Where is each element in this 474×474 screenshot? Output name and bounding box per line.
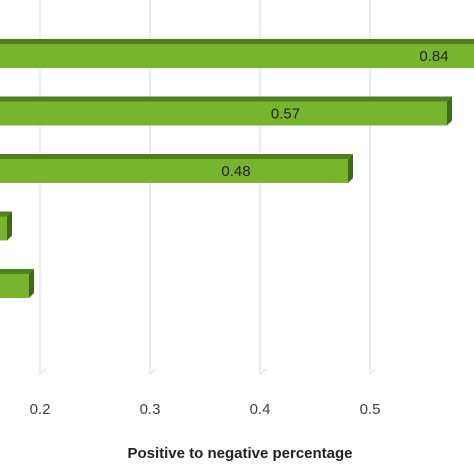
bar-top <box>0 269 34 274</box>
data-label: 0.48 <box>221 163 250 180</box>
bar: 0.57 <box>0 96 452 126</box>
bar-front <box>0 101 447 126</box>
data-label: 0.57 <box>271 106 300 123</box>
bar-side <box>7 211 12 241</box>
bars: 0.84 0.57 0.48 <box>0 39 474 298</box>
bar-side <box>447 96 452 126</box>
bar-side <box>29 269 34 298</box>
bar-front <box>0 44 474 68</box>
bar-top <box>0 211 12 217</box>
x-tick-label: 0.4 <box>250 401 271 418</box>
x-axis-title: Positive to negative percentage <box>127 445 352 462</box>
bar-front <box>0 159 348 183</box>
bar: 0.84 <box>0 39 474 68</box>
gridline-floor <box>39 368 47 375</box>
data-label: 0.84 <box>419 48 448 65</box>
bar-top <box>0 96 452 102</box>
x-axis-ticks: 0.20.30.40.50 <box>30 401 381 418</box>
bar-front <box>0 216 7 241</box>
x-tick-label: 0.3 <box>140 401 161 418</box>
bar-side <box>348 154 353 183</box>
bar-front <box>0 274 29 298</box>
bar <box>0 211 12 241</box>
gridline-floor <box>259 368 267 375</box>
x-tick-label: 0.5 <box>360 401 381 418</box>
bar-top <box>0 39 474 44</box>
bar <box>0 269 34 298</box>
bar-top <box>0 154 353 159</box>
gridline-floor <box>369 368 377 375</box>
bar: 0.48 <box>0 154 353 183</box>
gridline-floor <box>149 368 157 375</box>
x-tick-label: 0.2 <box>30 401 51 418</box>
